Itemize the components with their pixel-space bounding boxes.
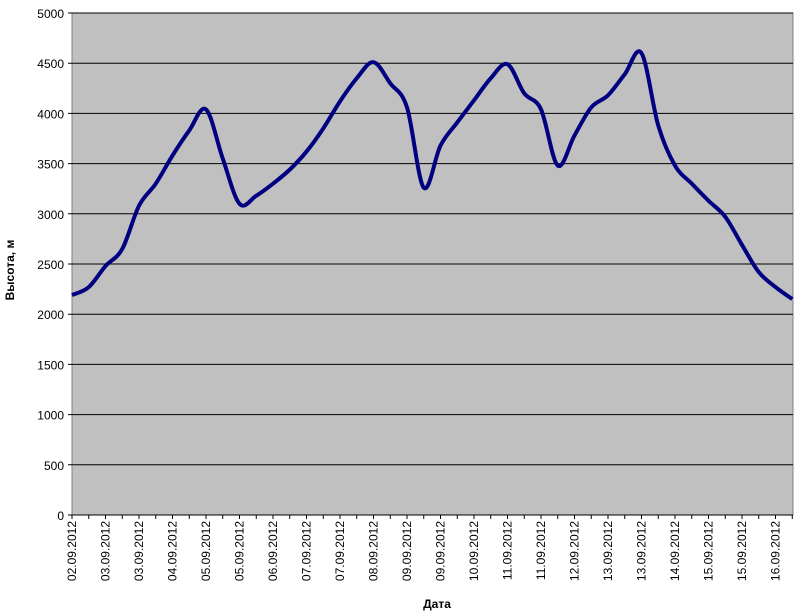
y-tick-label: 1500 <box>37 358 64 372</box>
x-tick-label: 16.09.2012 <box>769 521 783 581</box>
x-tick-label: 15.09.2012 <box>702 521 716 581</box>
x-tick-label: 10.09.2012 <box>467 521 481 581</box>
y-tick-label: 0 <box>57 509 64 523</box>
x-tick-label: 03.09.2012 <box>132 521 146 581</box>
x-tick-label: 06.09.2012 <box>266 521 280 581</box>
x-tick-label: 07.09.2012 <box>333 521 347 581</box>
y-axis-title: Высота, м <box>3 240 17 301</box>
y-tick-label: 1000 <box>37 409 64 423</box>
x-tick-label: 03.09.2012 <box>99 521 113 581</box>
x-tick-label: 05.09.2012 <box>199 521 213 581</box>
x-tick-label: 14.09.2012 <box>668 521 682 581</box>
x-tick-label: 04.09.2012 <box>166 521 180 581</box>
y-tick-label: 3000 <box>37 208 64 222</box>
x-tick-label: 08.09.2012 <box>367 521 381 581</box>
data-line <box>71 49 794 301</box>
x-tick-label: 11.09.2012 <box>501 521 515 580</box>
x-tick-label: 09.09.2012 <box>400 521 414 581</box>
y-tick-label: 2000 <box>37 308 64 322</box>
x-tick-label: 02.09.2012 <box>65 521 79 581</box>
x-tick-label: 09.09.2012 <box>434 521 448 581</box>
y-tick-label: 500 <box>44 459 64 473</box>
y-tick-label: 5000 <box>37 7 64 21</box>
x-tick-label: 12.09.2012 <box>568 521 582 581</box>
y-tick-label: 4000 <box>37 107 64 121</box>
x-tick-label: 07.09.2012 <box>300 521 314 581</box>
x-tick-label: 05.09.2012 <box>233 521 247 581</box>
x-tick-label: 13.09.2012 <box>601 521 615 581</box>
x-tick-label: 11.09.2012 <box>534 521 548 580</box>
y-tick-label: 2500 <box>37 258 64 272</box>
x-axis-title: Дата <box>423 597 451 611</box>
y-tick-label: 3500 <box>37 158 64 172</box>
y-tick-label: 4500 <box>37 57 64 71</box>
x-tick-label: 15.09.2012 <box>735 521 749 581</box>
x-tick-label: 13.09.2012 <box>635 521 649 581</box>
